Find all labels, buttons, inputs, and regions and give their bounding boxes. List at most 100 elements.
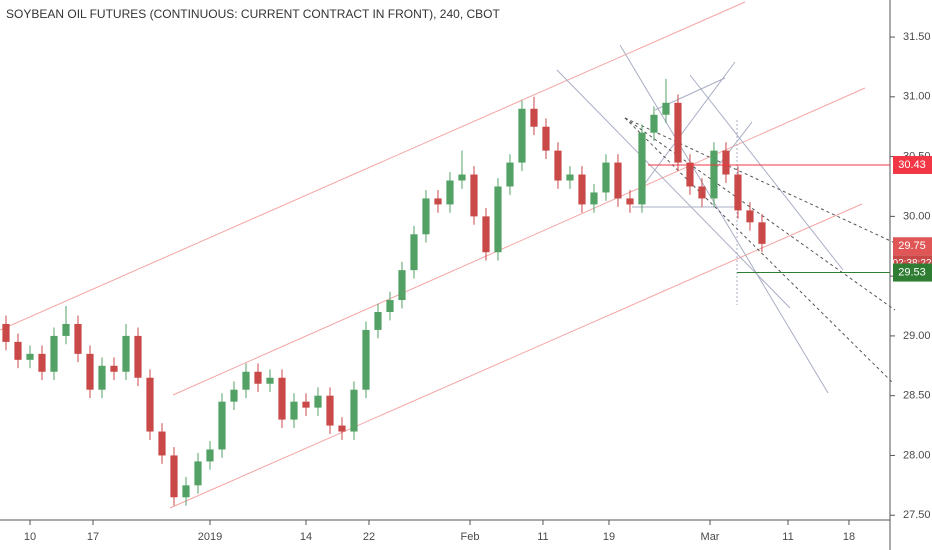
candle-body bbox=[110, 365, 118, 372]
candle-body bbox=[290, 401, 298, 420]
y-tick-label: 30.00 bbox=[903, 210, 931, 222]
candle-body bbox=[734, 174, 742, 211]
candle-body bbox=[710, 150, 718, 199]
price-label: 30.43 bbox=[898, 159, 926, 171]
x-tick-label: 11 bbox=[782, 531, 793, 543]
candle-body bbox=[554, 150, 562, 181]
y-tick-label: 28.50 bbox=[903, 390, 931, 402]
price-badge bbox=[893, 263, 932, 282]
candle-body bbox=[434, 198, 442, 205]
candle-body bbox=[530, 108, 538, 127]
y-tick-label: 31.50 bbox=[903, 31, 931, 43]
candle-body bbox=[614, 162, 622, 199]
channel-line bbox=[169, 203, 863, 509]
candle-body bbox=[14, 341, 22, 360]
candle-body bbox=[446, 180, 454, 205]
candle-body bbox=[398, 270, 406, 301]
candle-body bbox=[542, 126, 550, 151]
candle-body bbox=[278, 377, 286, 420]
candle-body bbox=[650, 114, 658, 133]
candle-body bbox=[122, 335, 130, 372]
channel-line bbox=[0, 1, 746, 331]
y-tick-label: 27.50 bbox=[903, 509, 931, 521]
candle-body bbox=[206, 449, 214, 462]
candle-body bbox=[338, 425, 346, 432]
x-tick-label: 18 bbox=[843, 531, 855, 543]
trend-line bbox=[619, 44, 829, 394]
x-tick-label: 11 bbox=[537, 531, 548, 543]
candle-body bbox=[470, 174, 478, 217]
trend-line bbox=[689, 74, 844, 271]
dashed-line bbox=[624, 117, 894, 384]
candle-body bbox=[314, 395, 322, 408]
x-tick-label: 19 bbox=[603, 531, 615, 543]
candle-body bbox=[254, 371, 262, 384]
candle-body bbox=[578, 174, 586, 205]
dashed-line bbox=[624, 117, 896, 311]
candle-body bbox=[602, 162, 610, 193]
x-tick-label: 22 bbox=[363, 531, 375, 543]
candle-body bbox=[218, 401, 226, 450]
candle-body bbox=[242, 371, 250, 390]
x-tick-label: 17 bbox=[87, 531, 99, 543]
price-badge bbox=[893, 155, 932, 174]
candle-body bbox=[758, 222, 766, 244]
candle-body bbox=[38, 353, 46, 372]
candle-body bbox=[182, 485, 190, 498]
x-tick-label: Feb bbox=[461, 531, 480, 543]
candle-body bbox=[638, 132, 646, 205]
candle-body bbox=[134, 335, 142, 378]
candle-body bbox=[494, 186, 502, 253]
candle-body bbox=[698, 186, 706, 199]
candle-body bbox=[374, 312, 382, 330]
y-tick-label: 29.00 bbox=[903, 330, 931, 342]
candle-body bbox=[626, 198, 634, 205]
price-label: 29.53 bbox=[898, 266, 926, 278]
candle-body bbox=[230, 389, 238, 402]
candle-body bbox=[410, 234, 418, 271]
x-tick-label: 14 bbox=[300, 531, 312, 543]
candle-body bbox=[422, 198, 430, 235]
x-tick-label: 10 bbox=[24, 531, 36, 543]
chart-title: SOYBEAN OIL FUTURES (CONTINUOUS: CURRENT… bbox=[6, 7, 500, 21]
y-tick-label: 28.00 bbox=[903, 449, 931, 461]
candle-body bbox=[482, 216, 490, 253]
trend-line bbox=[556, 69, 791, 309]
candle-body bbox=[386, 300, 394, 312]
candle-body bbox=[662, 102, 670, 115]
price-badge bbox=[893, 237, 932, 256]
candle-body bbox=[362, 329, 370, 390]
candle-body bbox=[170, 455, 178, 498]
candle-body bbox=[302, 401, 310, 408]
candle-body bbox=[158, 431, 166, 456]
candle-body bbox=[686, 162, 694, 187]
trend-line bbox=[714, 121, 753, 171]
channel-line bbox=[172, 87, 866, 396]
candle-body bbox=[74, 323, 82, 354]
drawings bbox=[0, 1, 896, 509]
price-label: 29.75 bbox=[898, 240, 926, 252]
candle-body bbox=[266, 377, 274, 384]
dashed-line bbox=[624, 117, 896, 244]
countdown: 02:38:22 bbox=[893, 258, 932, 269]
candle-body bbox=[86, 353, 94, 390]
candle-body bbox=[506, 162, 514, 187]
candle-body bbox=[62, 323, 70, 336]
candle-body bbox=[722, 150, 730, 175]
candle-body bbox=[146, 377, 154, 432]
candle-body bbox=[590, 192, 598, 205]
candle-body bbox=[458, 174, 466, 181]
y-tick-label: 31.00 bbox=[903, 91, 931, 103]
candle-body bbox=[350, 389, 358, 432]
candle-body bbox=[746, 210, 754, 223]
candle-body bbox=[98, 365, 106, 390]
candle-body bbox=[674, 102, 682, 163]
candle-body bbox=[566, 174, 574, 181]
candle-body bbox=[518, 108, 526, 163]
candle-body bbox=[2, 323, 10, 342]
candle-body bbox=[326, 395, 334, 426]
x-tick-label: 2019 bbox=[198, 531, 222, 543]
trend-line bbox=[639, 61, 736, 191]
